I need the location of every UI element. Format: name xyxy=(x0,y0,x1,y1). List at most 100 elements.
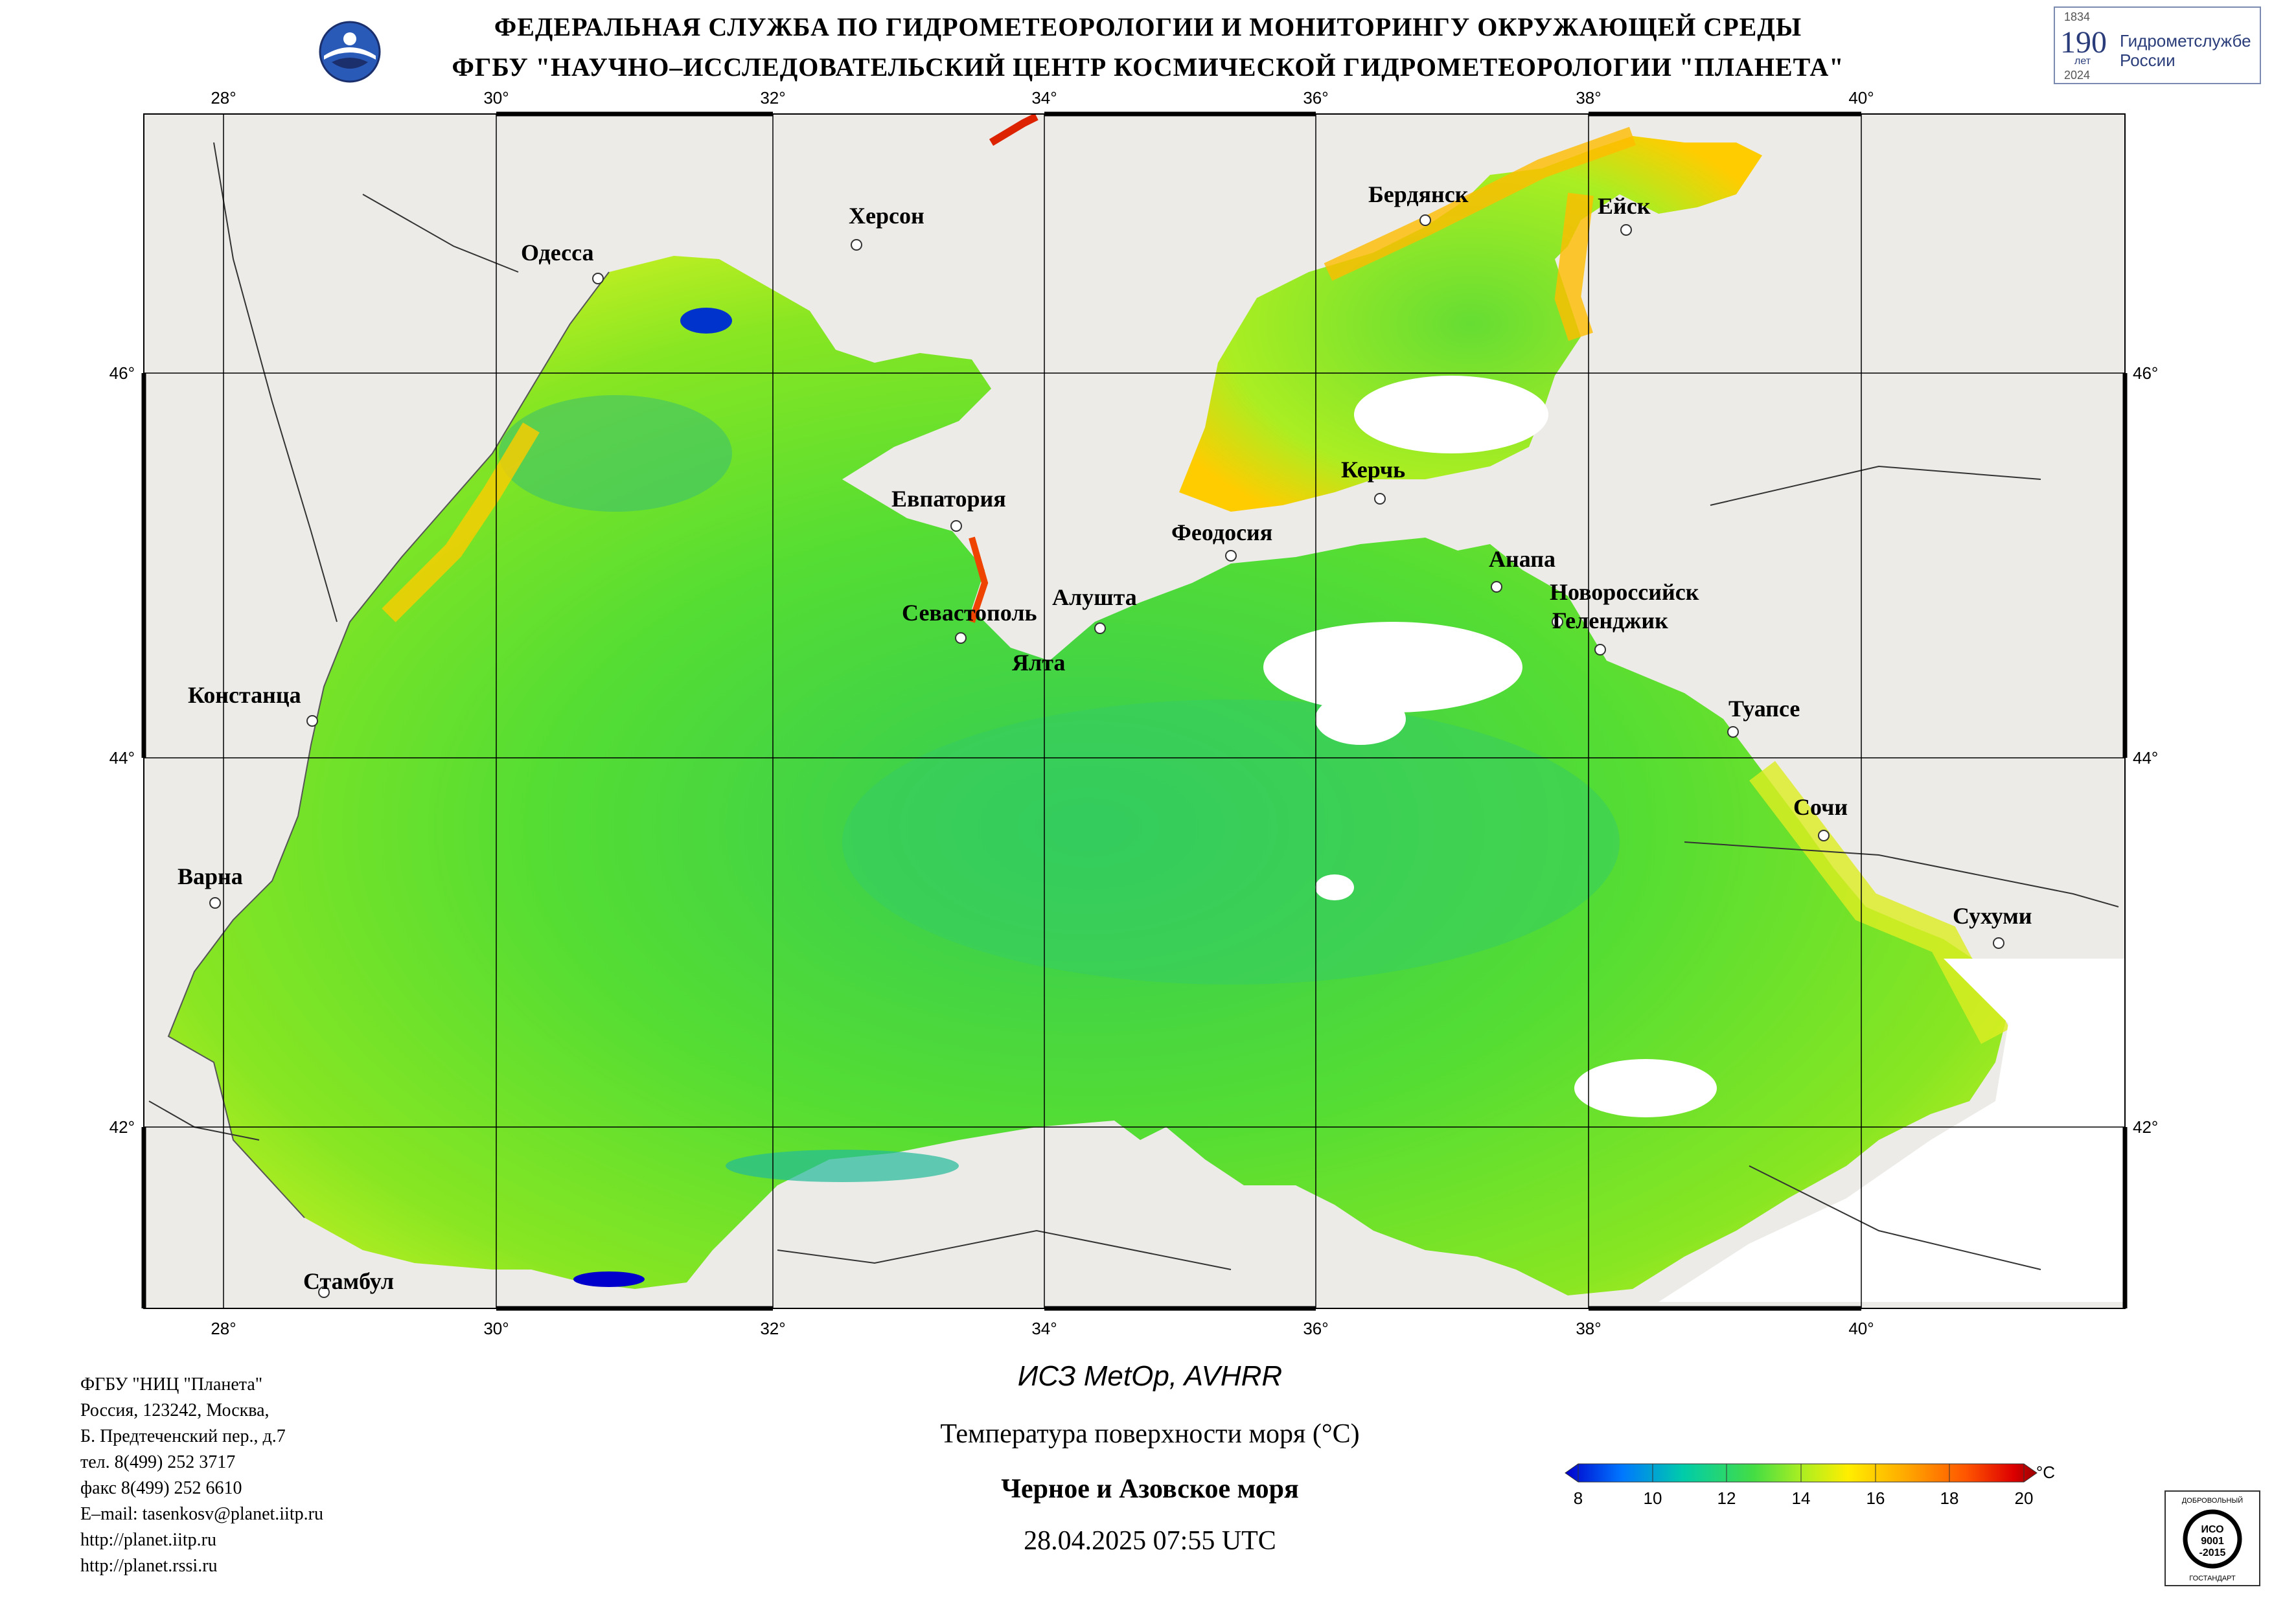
city-marker xyxy=(1419,214,1431,226)
anniversary-logo: 1834 190 лет 2024 Гидрометслужбе России xyxy=(2054,6,2261,84)
lat-tick: 46° xyxy=(109,363,135,383)
cold-patch-bosphorus xyxy=(573,1271,645,1287)
cloud-southeast xyxy=(1574,1059,1717,1117)
colorbar-label: 20 xyxy=(2015,1488,2034,1508)
city-marker xyxy=(1993,937,2004,949)
borders xyxy=(148,142,2119,1270)
azov-sea xyxy=(1179,136,1762,512)
anniversary-year-to: 2024 xyxy=(2064,69,2091,82)
city-label-sevastopol: Севастополь xyxy=(902,600,1037,626)
city-marker xyxy=(1094,622,1106,634)
lon-tick: 32° xyxy=(760,1319,785,1338)
address-line: http://planet.rssi.ru xyxy=(80,1556,218,1576)
colorbar-label: 10 xyxy=(1644,1488,1662,1508)
lon-ticks-bottom: 28° 30° 32° 34° 36° 38° 40° xyxy=(211,1319,1874,1338)
frame-segments xyxy=(141,111,2128,1311)
colorbar-ticks xyxy=(1578,1464,2025,1482)
iso-top-text: ДОБРОВОЛЬНЫЙ xyxy=(2182,1496,2243,1505)
city-label-kerch: Керчь xyxy=(1341,457,1405,483)
city-label-varna: Варна xyxy=(178,863,243,889)
region-caption: Черное и Азовское моря xyxy=(1001,1474,1299,1504)
agency-title: ФЕДЕРАЛЬНАЯ СЛУЖБА ПО ГИДРОМЕТЕОРОЛОГИИ … xyxy=(494,12,1802,41)
cloud-kerch xyxy=(1354,376,1548,453)
colorbar: 8 10 12 14 16 18 20 °C xyxy=(1565,1463,2055,1508)
warm-coast-azov-east xyxy=(1554,192,1594,341)
city-label-sochi: Сочи xyxy=(1793,794,1848,820)
city-marker xyxy=(1491,581,1502,593)
address-line: E–mail: tasenkosv@planet.iitp.ru xyxy=(80,1504,323,1524)
parameter-caption: Температура поверхности моря (°C) xyxy=(940,1419,1360,1449)
anniversary-number: 190 xyxy=(2060,25,2107,60)
cool-west xyxy=(499,395,732,512)
iso-certification-badge: ДОБРОВОЛЬНЫЙ ИСО 9001 -2015 ГОСТАНДАРТ xyxy=(2164,1490,2260,1586)
colorbar-label: 18 xyxy=(1940,1488,1959,1508)
center-title: ФГБУ "НАУЧНО–ИССЛЕДОВАТЕЛЬСКИЙ ЦЕНТР КОС… xyxy=(452,52,1844,82)
city-label-sukhumi: Сухуми xyxy=(1953,903,2032,929)
address-line: Б. Предтеченский пер., д.7 xyxy=(80,1426,286,1446)
lon-tick: 30° xyxy=(483,1319,509,1338)
cloud-east xyxy=(1659,959,2125,1302)
warm-coast-azov-north xyxy=(1324,126,1636,281)
lat-tick: 46° xyxy=(2133,363,2158,383)
anniversary-text-2: России xyxy=(2120,51,2175,70)
colorbar-label: 8 xyxy=(1574,1488,1583,1508)
city-marker xyxy=(950,520,962,532)
lon-tick: 28° xyxy=(211,1319,236,1338)
colorbar-unit: °C xyxy=(2036,1463,2055,1482)
city-marker xyxy=(209,897,221,909)
address-line: факс 8(499) 252 6610 xyxy=(80,1478,242,1498)
iso-center-2: 9001 xyxy=(2201,1536,2224,1547)
city-marker xyxy=(592,273,604,284)
city-label-istanbul: Стамбул xyxy=(303,1268,394,1294)
city-label-kherson: Херсон xyxy=(849,203,924,229)
lat-ticks-right: 46° 44° 42° xyxy=(2133,363,2158,1137)
cool-center xyxy=(842,700,1620,985)
lon-tick: 28° xyxy=(211,88,236,108)
lon-tick: 32° xyxy=(760,88,785,108)
city-label-odessa: Одесса xyxy=(521,240,594,266)
colorbar-label: 12 xyxy=(1717,1488,1736,1508)
city-label-constanta: Констанца xyxy=(188,682,301,708)
city-label-berdyansk: Бердянск xyxy=(1368,181,1469,207)
lon-tick: 36° xyxy=(1303,88,1328,108)
lon-tick: 38° xyxy=(1576,88,1601,108)
lon-tick: 36° xyxy=(1303,1319,1328,1338)
city-label-feodosia: Феодосия xyxy=(1171,519,1272,545)
cloud-masks xyxy=(1263,376,2125,1302)
lat-tick: 42° xyxy=(109,1117,135,1137)
lon-tick: 40° xyxy=(1848,1319,1874,1338)
iso-center-1: ИСО xyxy=(2201,1524,2223,1535)
satellite-caption: ИСЗ MetOp, AVHRR xyxy=(1017,1360,1283,1392)
cool-band-turkey xyxy=(726,1150,959,1182)
city-labels: Одесса Херсон Бердянск Ейск Евпатория Ке… xyxy=(178,181,2032,1294)
anniversary-text-1: Гидрометслужбе xyxy=(2120,31,2251,51)
lon-ticks-top: 28° 30° 32° 34° 36° 38° 40° xyxy=(211,88,1874,108)
city-marker xyxy=(1818,830,1830,841)
city-marker xyxy=(1620,224,1632,236)
cloud-south xyxy=(1315,874,1354,900)
hot-spot-kherson xyxy=(989,113,1039,146)
anniversary-unit: лет xyxy=(2074,56,2091,67)
hot-spot-crimea xyxy=(969,536,989,623)
lat-tick: 44° xyxy=(109,748,135,768)
city-marker xyxy=(1374,493,1386,505)
anniversary-year-from: 1834 xyxy=(2064,10,2091,23)
city-label-tuapse: Туапсе xyxy=(1728,696,1800,722)
address-line: ФГБУ "НИЦ "Планета" xyxy=(80,1374,263,1395)
city-markers xyxy=(209,214,2004,1298)
lon-tick: 30° xyxy=(483,88,509,108)
cold-patch-odesa xyxy=(680,308,732,334)
city-label-yeysk: Ейск xyxy=(1598,193,1651,219)
colorbar-labels: 8 10 12 14 16 18 20 xyxy=(1574,1488,2034,1508)
datetime-caption: 28.04.2025 07:55 UTC xyxy=(1024,1526,1276,1556)
city-marker xyxy=(851,239,862,251)
city-marker xyxy=(318,1286,330,1298)
lon-tick: 34° xyxy=(1031,1319,1057,1338)
iso-center-3: -2015 xyxy=(2199,1547,2226,1558)
city-marker xyxy=(955,632,967,644)
graticule xyxy=(144,114,2125,1308)
lon-tick: 38° xyxy=(1576,1319,1601,1338)
address-line: http://planet.iitp.ru xyxy=(80,1530,216,1550)
city-label-yevpatoria: Евпатория xyxy=(891,486,1006,512)
